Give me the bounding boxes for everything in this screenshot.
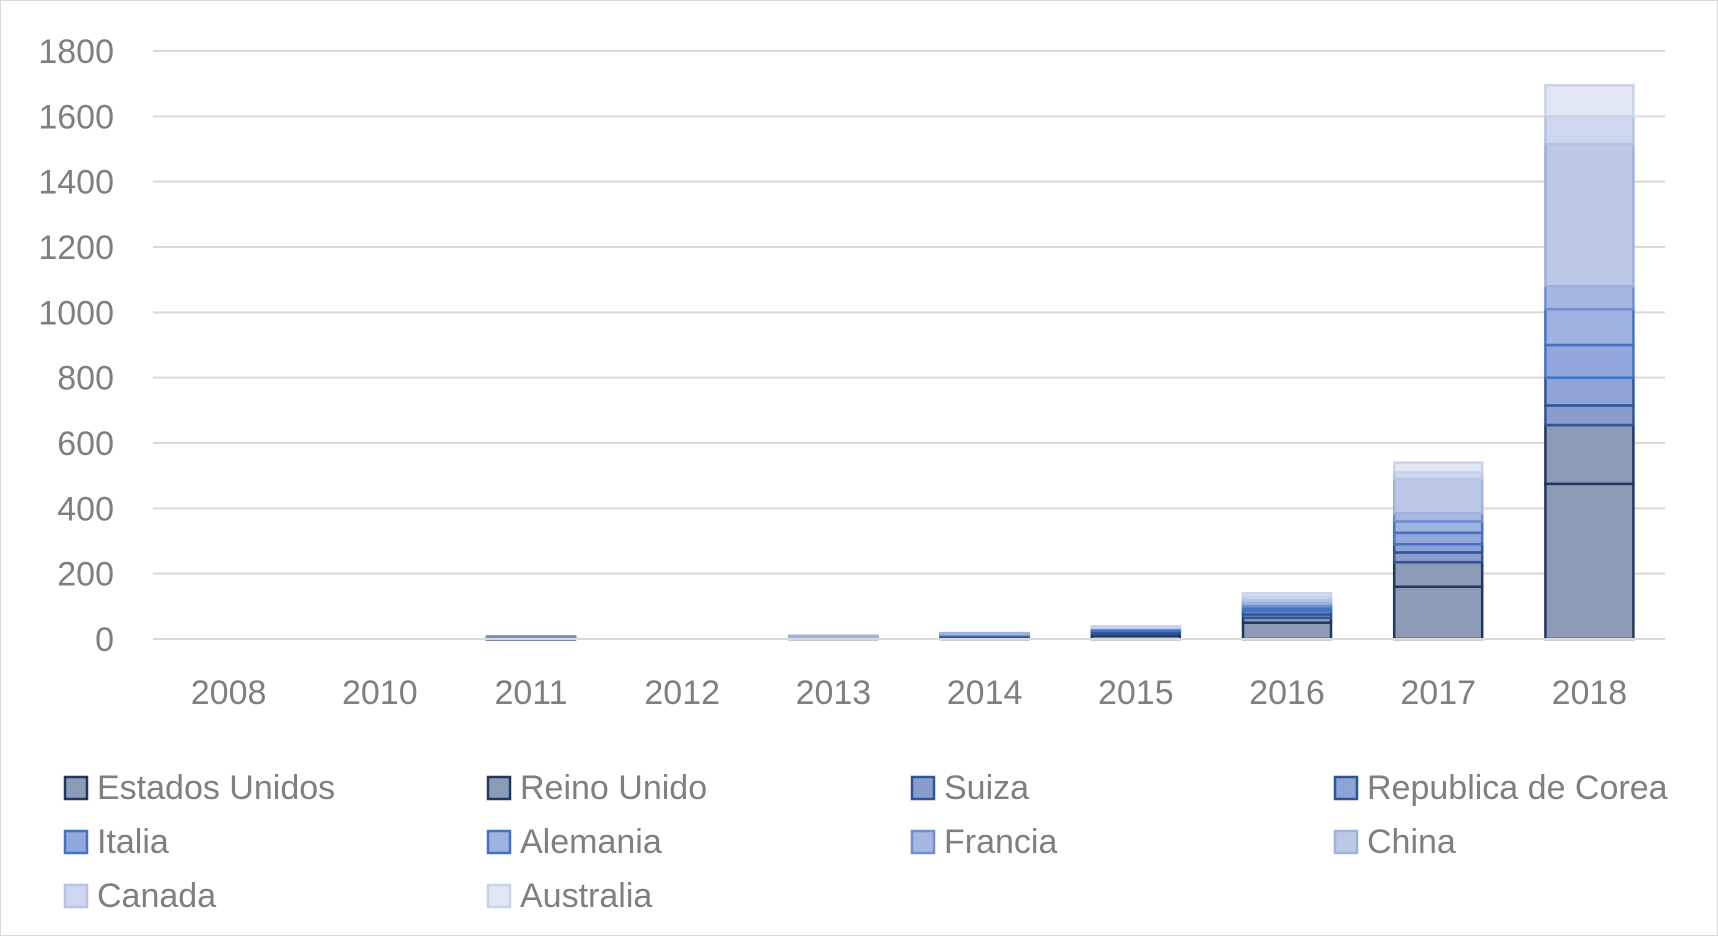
y-tick-label: 1600 [38, 98, 114, 136]
bar-segment [1544, 482, 1635, 641]
bar-segment [1392, 531, 1484, 546]
legend-swatch [486, 883, 512, 909]
x-tick-label: 2015 [1098, 674, 1174, 712]
legend-swatch [486, 775, 512, 801]
legend-label: China [1367, 823, 1456, 861]
legend-label: Francia [944, 823, 1057, 861]
legend-label: Estados Unidos [97, 769, 335, 807]
y-tick-label: 400 [57, 490, 114, 528]
legend: Estados Unidos Reino Unido Suiza Republica … [63, 769, 1668, 915]
x-tick-label: 2017 [1400, 674, 1476, 712]
legend-swatch [63, 775, 89, 801]
legend-label: Alemania [520, 823, 662, 861]
legend-swatch [486, 829, 512, 855]
bar-segment [1544, 284, 1635, 311]
bar-segment [1544, 376, 1635, 407]
bar-segment [1544, 142, 1635, 288]
x-tick-label: 2016 [1249, 674, 1325, 712]
bar-segment [1544, 423, 1635, 486]
legend-item: Italia [63, 823, 169, 861]
bar-segment [1392, 520, 1484, 535]
x-tick-label: 2014 [947, 674, 1023, 712]
legend-item: Reino Unido [486, 769, 707, 807]
gridlines [153, 50, 1665, 575]
legend-swatch [63, 883, 89, 909]
legend-item: Republica de Corea [1333, 769, 1668, 807]
legend-label: Canada [97, 877, 216, 915]
legend-item: Alemania [486, 823, 662, 861]
legend-label: Australia [520, 877, 652, 915]
y-tick-label: 800 [57, 360, 114, 398]
bar-segment [788, 634, 879, 638]
x-tick-label: 2011 [494, 674, 567, 712]
legend-swatch [910, 829, 936, 855]
bar-segment [1544, 115, 1635, 146]
y-tick-label: 1800 [38, 33, 114, 71]
bars [485, 84, 1635, 641]
y-tick-label: 0 [95, 621, 114, 659]
bar-segment [1544, 307, 1635, 347]
x-tick-label: 2010 [342, 674, 418, 712]
bar-segment [1544, 343, 1635, 379]
bar-segment [1392, 560, 1484, 588]
bar-segment [1392, 585, 1484, 641]
bar-segment [1392, 551, 1484, 564]
x-tick-label: 2018 [1552, 674, 1628, 712]
legend-item: China [1333, 823, 1456, 861]
legend-swatch [63, 829, 89, 855]
legend-swatch [910, 775, 936, 801]
legend-item: Canada [63, 877, 216, 915]
bar-segment [939, 631, 1030, 636]
bar-segment [485, 635, 577, 639]
x-axis-ticks: 2008 2010 2011 2012 2013 2014 2015 2016 2017 2018 [191, 674, 1627, 712]
legend-item: Australia [486, 877, 652, 915]
y-tick-label: 1000 [38, 294, 114, 332]
y-tick-label: 600 [57, 425, 114, 463]
x-tick-label: 2012 [644, 674, 720, 712]
bar-segment [1392, 477, 1484, 515]
legend-item: Estados Unidos [63, 769, 335, 807]
legend-label: Italia [97, 823, 169, 861]
bar-segment [1241, 621, 1333, 641]
legend-item: Francia [910, 823, 1057, 861]
legend-label: Suiza [944, 769, 1029, 807]
x-tick-label: 2013 [796, 674, 872, 712]
legend-label: Reino Unido [520, 769, 707, 807]
legend-swatch [1333, 775, 1359, 801]
x-tick-label: 2008 [191, 674, 267, 712]
y-tick-label: 1400 [38, 164, 114, 202]
bar-segment [1241, 592, 1333, 598]
legend-swatch [1333, 829, 1359, 855]
y-tick-label: 1200 [38, 229, 114, 267]
bar-segment [1544, 404, 1635, 427]
bar-segment [1090, 625, 1182, 629]
bar-segment [1544, 84, 1635, 118]
y-axis-ticks: 0 200 400 600 800 1000 1200 1400 1600 1800 [38, 33, 114, 659]
legend-item: Suiza [910, 769, 1029, 807]
legend-label: Republica de Corea [1367, 769, 1668, 807]
bar-segment [1392, 461, 1484, 474]
y-tick-label: 200 [57, 556, 114, 594]
